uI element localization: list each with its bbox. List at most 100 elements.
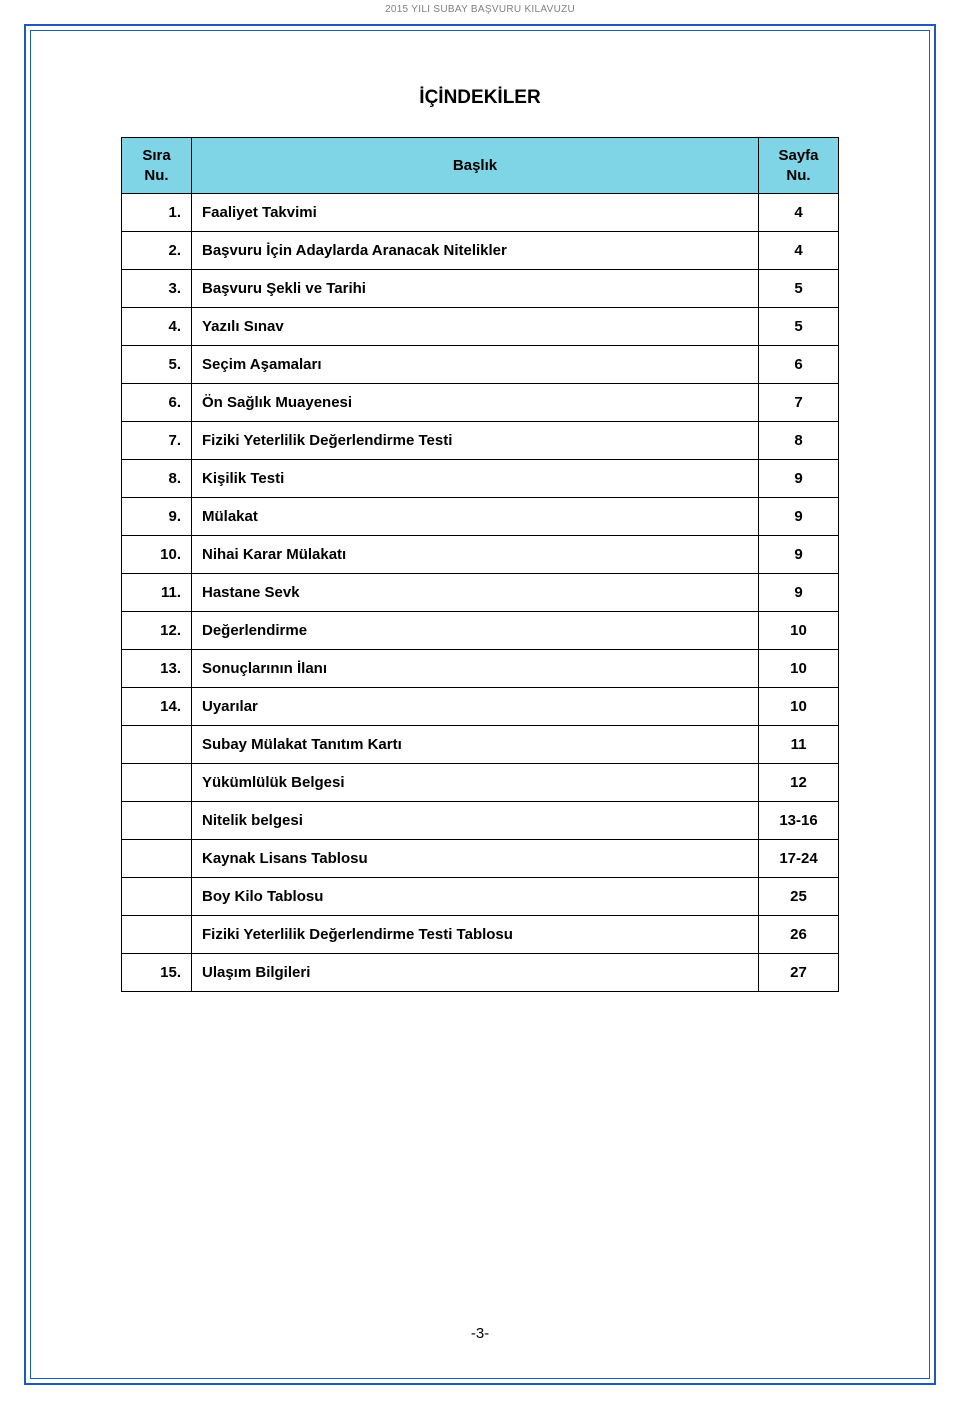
cell-title: Başvuru Şekli ve Tarihi: [192, 270, 759, 308]
table-row: 12.Değerlendirme10: [122, 612, 839, 650]
cell-title: Yükümlülük Belgesi: [192, 764, 759, 802]
cell-sira: 11.: [122, 574, 192, 612]
cell-sira: 9.: [122, 498, 192, 536]
table-row: 1.Faaliyet Takvimi4: [122, 194, 839, 232]
cell-sira: 6.: [122, 384, 192, 422]
cell-title: Fiziki Yeterlilik Değerlendirme Testi Ta…: [192, 916, 759, 954]
frame-outer: İÇİNDEKİLER Sıra Nu. Başlık Sayfa Nu.: [24, 24, 936, 1385]
cell-title: Sonuçlarının İlanı: [192, 650, 759, 688]
cell-sira: 10.: [122, 536, 192, 574]
cell-page: 10: [759, 688, 839, 726]
table-row: Subay Mülakat Tanıtım Kartı11: [122, 726, 839, 764]
cell-page: 5: [759, 270, 839, 308]
cell-title: Faaliyet Takvimi: [192, 194, 759, 232]
col-header-sayfa-l2: Nu.: [786, 167, 810, 184]
cell-title: Uyarılar: [192, 688, 759, 726]
table-row: 4.Yazılı Sınav5: [122, 308, 839, 346]
cell-sira: 15.: [122, 954, 192, 992]
cell-page: 26: [759, 916, 839, 954]
col-header-sira: Sıra Nu.: [122, 138, 192, 194]
table-row: 8.Kişilik Testi9: [122, 460, 839, 498]
cell-title: Nitelik belgesi: [192, 802, 759, 840]
cell-page: 6: [759, 346, 839, 384]
cell-sira: [122, 840, 192, 878]
table-row: Nitelik belgesi13-16: [122, 802, 839, 840]
table-row: 6.Ön Sağlık Muayenesi7: [122, 384, 839, 422]
cell-page: 25: [759, 878, 839, 916]
cell-sira: 5.: [122, 346, 192, 384]
table-row: 5.Seçim Aşamaları6: [122, 346, 839, 384]
cell-title: Seçim Aşamaları: [192, 346, 759, 384]
toc-body: 1.Faaliyet Takvimi42.Başvuru İçin Adayla…: [122, 194, 839, 992]
table-row: 2.Başvuru İçin Adaylarda Aranacak Niteli…: [122, 232, 839, 270]
cell-page: 10: [759, 612, 839, 650]
toc-table: Sıra Nu. Başlık Sayfa Nu. 1.Faaliyet Tak…: [121, 137, 839, 992]
col-header-sira-l1: Sıra: [142, 147, 170, 164]
cell-page: 7: [759, 384, 839, 422]
table-row: 9.Mülakat9: [122, 498, 839, 536]
cell-sira: [122, 878, 192, 916]
cell-page: 8: [759, 422, 839, 460]
col-header-baslik: Başlık: [192, 138, 759, 194]
content-area: İÇİNDEKİLER Sıra Nu. Başlık Sayfa Nu.: [121, 87, 839, 992]
cell-sira: 12.: [122, 612, 192, 650]
table-row: Fiziki Yeterlilik Değerlendirme Testi Ta…: [122, 916, 839, 954]
cell-page: 12: [759, 764, 839, 802]
cell-page: 13-16: [759, 802, 839, 840]
table-row: 14.Uyarılar10: [122, 688, 839, 726]
cell-title: Değerlendirme: [192, 612, 759, 650]
cell-title: Başvuru İçin Adaylarda Aranacak Nitelikl…: [192, 232, 759, 270]
col-header-sayfa: Sayfa Nu.: [759, 138, 839, 194]
cell-page: 9: [759, 498, 839, 536]
cell-title: Boy Kilo Tablosu: [192, 878, 759, 916]
cell-page: 17-24: [759, 840, 839, 878]
page-title: İÇİNDEKİLER: [121, 87, 839, 109]
cell-sira: 8.: [122, 460, 192, 498]
cell-title: Mülakat: [192, 498, 759, 536]
cell-sira: 7.: [122, 422, 192, 460]
cell-page: 9: [759, 574, 839, 612]
table-header-row: Sıra Nu. Başlık Sayfa Nu.: [122, 138, 839, 194]
cell-sira: 3.: [122, 270, 192, 308]
cell-title: Kaynak Lisans Tablosu: [192, 840, 759, 878]
cell-sira: 2.: [122, 232, 192, 270]
table-row: 10.Nihai Karar Mülakatı9: [122, 536, 839, 574]
page-number: -3-: [31, 1325, 929, 1342]
cell-page: 11: [759, 726, 839, 764]
table-row: 3.Başvuru Şekli ve Tarihi5: [122, 270, 839, 308]
cell-sira: [122, 764, 192, 802]
cell-sira: 4.: [122, 308, 192, 346]
table-row: 15.Ulaşım Bilgileri27: [122, 954, 839, 992]
cell-page: 4: [759, 194, 839, 232]
cell-title: Yazılı Sınav: [192, 308, 759, 346]
cell-page: 10: [759, 650, 839, 688]
table-row: Boy Kilo Tablosu25: [122, 878, 839, 916]
cell-title: Subay Mülakat Tanıtım Kartı: [192, 726, 759, 764]
frame-inner: İÇİNDEKİLER Sıra Nu. Başlık Sayfa Nu.: [30, 30, 930, 1379]
col-header-sayfa-l1: Sayfa: [778, 147, 818, 164]
cell-title: Ulaşım Bilgileri: [192, 954, 759, 992]
cell-page: 5: [759, 308, 839, 346]
cell-sira: 1.: [122, 194, 192, 232]
table-row: Kaynak Lisans Tablosu17-24: [122, 840, 839, 878]
cell-sira: 13.: [122, 650, 192, 688]
cell-title: Kişilik Testi: [192, 460, 759, 498]
cell-sira: 14.: [122, 688, 192, 726]
table-row: 13.Sonuçlarının İlanı10: [122, 650, 839, 688]
document-header: 2015 YILI SUBAY BAŞVURU KILAVUZU: [0, 0, 960, 15]
cell-sira: [122, 916, 192, 954]
cell-page: 9: [759, 536, 839, 574]
cell-page: 27: [759, 954, 839, 992]
cell-title: Ön Sağlık Muayenesi: [192, 384, 759, 422]
cell-sira: [122, 802, 192, 840]
col-header-sira-l2: Nu.: [144, 167, 168, 184]
cell-sira: [122, 726, 192, 764]
cell-page: 4: [759, 232, 839, 270]
table-row: 7.Fiziki Yeterlilik Değerlendirme Testi8: [122, 422, 839, 460]
table-row: Yükümlülük Belgesi12: [122, 764, 839, 802]
cell-title: Nihai Karar Mülakatı: [192, 536, 759, 574]
cell-page: 9: [759, 460, 839, 498]
cell-title: Hastane Sevk: [192, 574, 759, 612]
cell-title: Fiziki Yeterlilik Değerlendirme Testi: [192, 422, 759, 460]
table-row: 11.Hastane Sevk9: [122, 574, 839, 612]
